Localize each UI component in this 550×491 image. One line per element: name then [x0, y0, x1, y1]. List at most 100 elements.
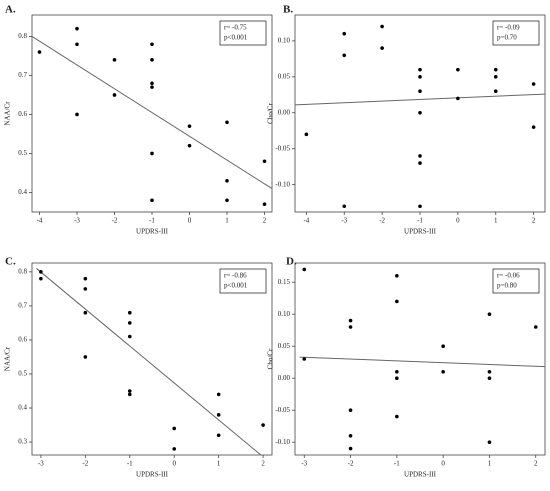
point: [304, 132, 309, 137]
x-tick-label: -3: [74, 217, 80, 225]
point: [150, 85, 154, 89]
point: [456, 96, 460, 101]
point: [531, 125, 536, 129]
point: [75, 112, 79, 117]
y-tick-label: 0.10: [278, 36, 291, 44]
point: [531, 82, 536, 86]
x-tick-label: -2: [112, 217, 118, 225]
plot-frame: [294, 262, 546, 456]
point: [380, 46, 384, 50]
point: [456, 67, 460, 72]
y-tick-label: 0.7: [18, 71, 27, 79]
point: [127, 392, 132, 397]
point: [150, 151, 154, 156]
annotation-box: [219, 20, 267, 46]
point: [216, 413, 221, 417]
point: [39, 276, 43, 281]
point: [150, 198, 154, 203]
x-tick-label: 1: [494, 217, 498, 225]
point: [395, 274, 399, 278]
point: [493, 89, 498, 94]
point: [533, 325, 538, 329]
point: [418, 110, 422, 115]
annotation: p=0.70: [497, 34, 517, 42]
y-axis-label: Cho/Cr: [267, 103, 275, 124]
x-tick-label: 1: [488, 460, 492, 468]
point: [395, 299, 399, 304]
x-tick-label: 2: [261, 460, 265, 468]
panel-label: A.: [5, 4, 16, 16]
annotation: p<0.001: [224, 282, 248, 290]
panel-label: D.: [286, 256, 297, 268]
point: [187, 143, 192, 148]
point: [225, 198, 229, 203]
point: [487, 312, 492, 317]
point: [261, 423, 265, 427]
point: [83, 287, 88, 291]
point: [225, 178, 229, 183]
x-tick-label: 0: [456, 217, 460, 225]
annotation-box: [219, 268, 267, 294]
y-tick-label: 0.5: [18, 149, 27, 157]
y-tick-label: 0.00: [278, 374, 291, 382]
x-axis-label: UPDRS-III: [136, 228, 169, 236]
annotation-box: [492, 268, 540, 294]
point: [172, 426, 177, 431]
x-tick-label: 2: [534, 460, 538, 468]
x-tick-label: -3: [341, 217, 347, 225]
point: [83, 310, 88, 315]
y-axis-label: NAA/Cr: [4, 346, 12, 371]
annotation: p<0.001: [224, 34, 248, 42]
point: [380, 24, 384, 29]
point: [216, 392, 221, 397]
point: [302, 357, 307, 361]
x-tick-label: 0: [441, 460, 445, 468]
x-axis-label: UPDRS-III: [136, 471, 169, 479]
annotation: r= -0.75: [224, 24, 247, 32]
y-axis-label: Cho/Cr: [267, 348, 275, 369]
point: [342, 53, 347, 58]
point: [112, 58, 117, 62]
point: [39, 270, 43, 274]
x-tick-label: -1: [127, 460, 133, 468]
point: [418, 154, 422, 158]
x-tick-label: 2: [263, 217, 267, 225]
y-tick-label: 0.4: [18, 188, 27, 196]
point: [127, 389, 132, 393]
point: [441, 370, 445, 374]
x-tick-label: -1: [149, 217, 155, 225]
point: [487, 376, 492, 381]
x-tick-label: -2: [348, 460, 354, 468]
point: [418, 75, 422, 79]
panel-label: C.: [5, 256, 16, 268]
plot-frame: [31, 262, 273, 456]
y-tick-label: 0.10: [278, 310, 291, 318]
y-tick-label: 0.05: [278, 72, 291, 80]
point: [493, 67, 498, 72]
point: [112, 93, 117, 97]
y-tick-label: 0.00: [278, 108, 291, 116]
point: [348, 325, 353, 329]
point: [262, 159, 267, 164]
x-tick-label: -1: [394, 460, 400, 468]
x-tick-label: -1: [417, 217, 423, 225]
panel-label: B.: [283, 4, 293, 16]
y-tick-label: 0.3: [18, 438, 27, 446]
x-axis-label: UPDRS-III: [404, 471, 437, 479]
fit-line: [299, 356, 546, 368]
point: [150, 58, 154, 62]
x-tick-label: -4: [37, 217, 43, 225]
y-tick-label: -0.10: [275, 438, 290, 446]
point: [418, 67, 422, 72]
point: [342, 204, 347, 209]
point: [225, 120, 229, 125]
point: [75, 42, 79, 47]
x-tick-label: 1: [225, 217, 229, 225]
point: [150, 42, 154, 47]
x-tick-label: -3: [38, 460, 44, 468]
y-tick-label: 0.5: [18, 370, 27, 378]
y-tick-label: 0.4: [18, 404, 27, 412]
point: [348, 408, 353, 413]
point: [127, 310, 132, 315]
